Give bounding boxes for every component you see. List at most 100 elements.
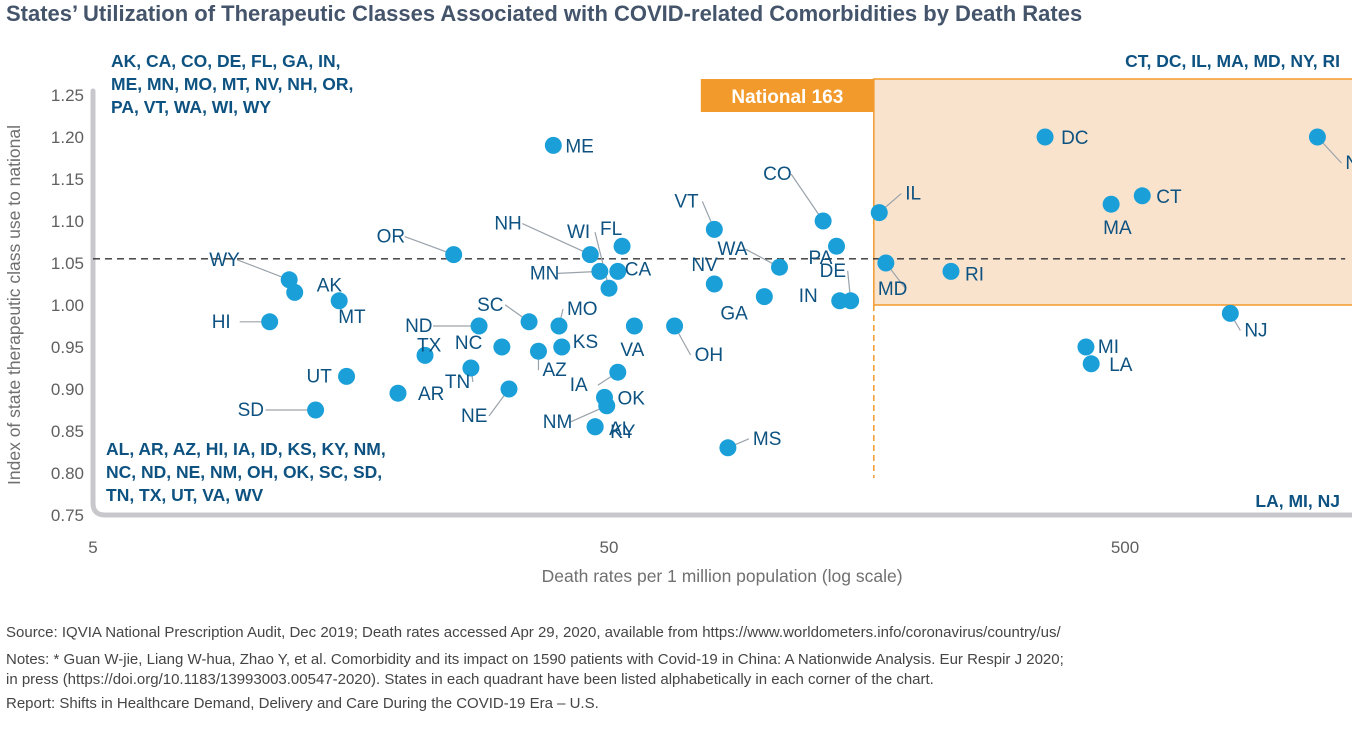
label-leader-line <box>236 259 290 281</box>
data-point <box>1082 355 1100 373</box>
y-tick-label: 0.80 <box>51 464 84 483</box>
chart-title: States’ Utilization of Therapeutic Class… <box>6 1 1083 26</box>
state-label: MS <box>753 429 782 450</box>
state-label: WY <box>209 250 240 271</box>
data-point <box>609 363 627 381</box>
data-point <box>307 401 325 419</box>
state-label: AZ <box>542 360 567 381</box>
x-tick-label: 50 <box>600 538 619 557</box>
data-point <box>828 237 846 255</box>
quadrant-line: PA, VT, WA, WI, WY <box>111 97 272 117</box>
quadrant-line: AK, CA, CO, DE, FL, GA, IN, <box>111 51 341 71</box>
data-point <box>705 275 723 293</box>
data-point <box>666 317 684 335</box>
state-label: IA <box>570 375 588 396</box>
state-label: CT <box>1156 187 1182 208</box>
data-point <box>613 237 631 255</box>
data-point <box>553 338 571 356</box>
data-point <box>591 262 609 280</box>
y-tick-label: 0.95 <box>51 338 84 357</box>
state-label: NM <box>543 412 573 433</box>
data-point <box>831 292 849 310</box>
data-point <box>755 288 773 306</box>
data-point <box>586 418 604 436</box>
quadrant-label-bottom-left: AL, AR, AZ, HI, IA, ID, KS, KY, NM, NC, … <box>106 438 386 507</box>
data-point <box>1221 304 1239 322</box>
state-label: UT <box>307 366 333 387</box>
data-point <box>544 136 562 154</box>
axes: 0.75 0.80 0.85 0.90 0.95 1.00 1.05 1.10 1.15 1.20… <box>4 86 1352 586</box>
y-tick-label: 0.75 <box>51 506 84 525</box>
quadrant-line: ME, MN, MO, MT, NV, NH, OR, <box>111 74 354 94</box>
state-label: KS <box>573 332 598 353</box>
state-label: IN <box>799 286 818 307</box>
scatter-plot: 0.75 0.80 0.85 0.90 0.95 1.00 1.05 1.10 1.15 1.20… <box>4 78 1352 586</box>
y-tick-label: 1.05 <box>51 254 84 273</box>
state-label: KY <box>610 422 636 443</box>
reference-lines: National 163 <box>93 79 1346 478</box>
quadrant-label-top-right: CT, DC, IL, MA, MD, NY, RI <box>1125 50 1340 73</box>
data-point <box>470 317 488 335</box>
y-axis-label: Index of state therapeutic class use to … <box>4 125 24 485</box>
x-axis-label: Death rates per 1 million population (lo… <box>542 566 903 586</box>
data-point <box>581 246 599 264</box>
state-label: CO <box>763 164 792 185</box>
data-point <box>462 359 480 377</box>
y-tick-label: 1.20 <box>51 128 84 147</box>
y-tick-label: 0.90 <box>51 380 84 399</box>
y-tick-label: 0.85 <box>51 422 84 441</box>
data-point <box>330 292 348 310</box>
state-label: HI <box>212 312 231 333</box>
data-point <box>770 258 788 276</box>
notes-line-1: Notes: * Guan W-jie, Liang W-hua, Zhao Y… <box>6 651 1064 668</box>
state-label: IL <box>905 184 921 205</box>
state-label: NJ <box>1244 320 1267 341</box>
x-tick-label: 500 <box>1111 538 1139 557</box>
state-label: PA <box>809 248 833 269</box>
state-label: FL <box>600 219 622 240</box>
data-point <box>493 338 511 356</box>
state-label: WI <box>567 222 590 243</box>
quadrant-line: NC, ND, NE, NM, OH, OK, SC, SD, <box>106 462 383 482</box>
quadrant-line: CT, DC, IL, MA, MD, NY, RI <box>1125 51 1340 71</box>
state-label: LA <box>1109 355 1133 376</box>
quadrant-line: AL, AR, AZ, HI, IA, ID, KS, KY, NM, <box>106 439 386 459</box>
y-tick-label: 1.00 <box>51 296 84 315</box>
data-point <box>625 317 643 335</box>
state-label: RI <box>965 264 984 285</box>
data-point <box>520 313 538 331</box>
data-points <box>261 128 1326 457</box>
label-leader-line <box>404 236 454 256</box>
data-point <box>1102 195 1120 213</box>
state-label: MN <box>530 263 560 284</box>
national-callout-box <box>700 79 874 112</box>
data-point <box>1308 128 1326 146</box>
state-label: VA <box>620 340 644 361</box>
data-point <box>445 246 463 264</box>
y-tick-label: 1.25 <box>51 86 84 105</box>
state-label: SC <box>477 295 503 316</box>
data-point <box>529 342 547 360</box>
state-label: VT <box>674 191 699 212</box>
data-point <box>416 346 434 364</box>
state-label: NV <box>691 255 718 276</box>
state-label: ME <box>565 136 594 157</box>
state-label: MI <box>1098 337 1119 358</box>
notes-line-2: in press (https://doi.org/10.1183/139930… <box>6 671 934 688</box>
state-label: MT <box>338 307 366 328</box>
data-point <box>286 283 304 301</box>
quadrant-line: TN, TX, UT, VA, WV <box>106 485 264 505</box>
state-label: ND <box>405 316 432 337</box>
state-label: TX <box>417 335 442 356</box>
data-point <box>1077 338 1095 356</box>
report-note: Report: Shifts in Healthcare Demand, Del… <box>6 695 599 712</box>
label-leader-line <box>522 223 591 256</box>
data-point <box>870 204 888 222</box>
data-point <box>261 313 279 331</box>
state-label: AK <box>317 275 343 296</box>
data-point <box>1133 187 1151 205</box>
data-point <box>500 380 518 398</box>
axis-lines <box>90 88 1352 518</box>
data-point <box>877 254 895 272</box>
